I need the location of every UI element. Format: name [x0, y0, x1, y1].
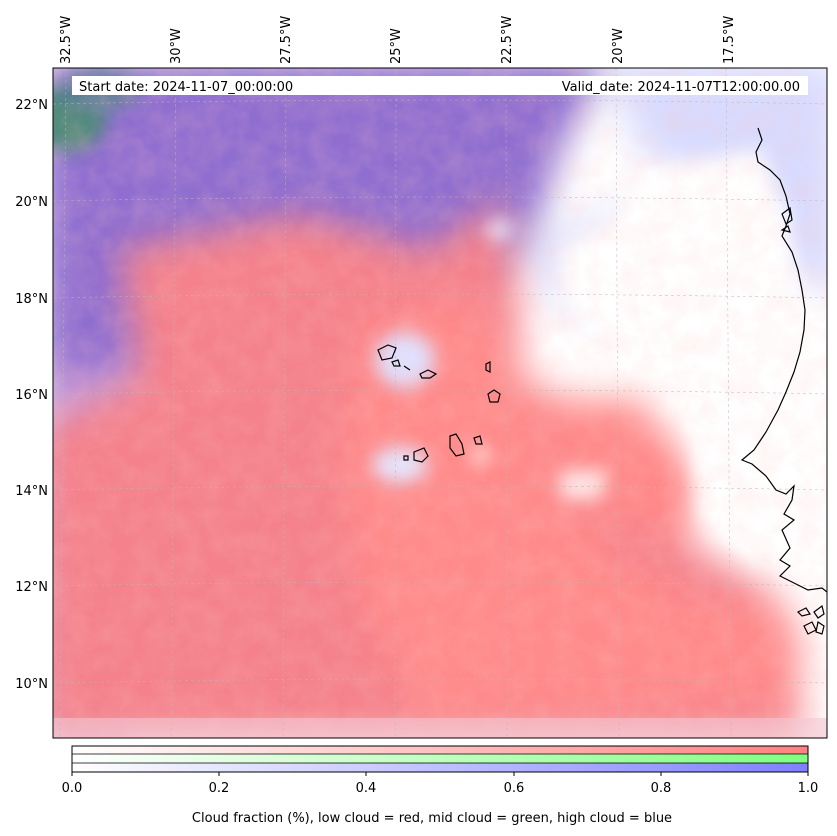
valid-date-label: Valid_date: 2024-11-07T12:00:00.00	[562, 80, 800, 95]
colorbar-caption: Cloud fraction (%), low cloud = red, mid…	[192, 811, 672, 826]
lon-label-3: 25°W	[389, 28, 404, 64]
colorbar-mid-cloud	[72, 754, 808, 763]
lon-label-1: 30°W	[169, 28, 184, 64]
latitude-tick-labels: 22°N 20°N 18°N 16°N 14°N 12°N 10°N	[15, 98, 48, 692]
lat-label-4: 14°N	[15, 484, 48, 499]
colorbar-high-cloud	[72, 763, 808, 772]
start-date-label: Start date: 2024-11-07_00:00:00	[79, 80, 293, 95]
lat-label-1: 20°N	[15, 195, 48, 210]
longitude-tick-labels: 32.5°W 30°W 27.5°W 25°W 22.5°W 20°W 17.5…	[59, 16, 737, 64]
lat-label-0: 22°N	[15, 98, 48, 113]
date-info-box	[72, 76, 808, 95]
lat-label-3: 16°N	[15, 388, 48, 403]
colorbar-frame	[71, 745, 809, 773]
graticule	[53, 68, 827, 738]
lon-label-0: 32.5°W	[59, 16, 74, 64]
colorbar-tick-3: 0.6	[504, 781, 525, 796]
lon-label-4: 22.5°W	[500, 16, 515, 64]
colorbar-tick-2: 0.4	[356, 781, 377, 796]
lon-label-2: 27.5°W	[279, 16, 294, 64]
lat-label-6: 10°N	[15, 677, 48, 692]
lat-label-2: 18°N	[15, 292, 48, 307]
colorbar-tick-5: 1.0	[798, 781, 819, 796]
colorbar-low-cloud	[72, 746, 808, 754]
coastlines	[377, 127, 827, 635]
colorbar-tick-1: 0.2	[209, 781, 230, 796]
lat-label-5: 12°N	[15, 580, 48, 595]
colorbar: 0.0 0.2 0.4 0.6 0.8 1.0 Cloud fraction (…	[62, 745, 819, 826]
colorbar-tick-4: 0.8	[651, 781, 672, 796]
map-frame	[52, 67, 828, 739]
cloud-field	[53, 68, 827, 738]
lon-label-5: 20°W	[611, 28, 626, 64]
colorbar-tick-0: 0.0	[62, 781, 83, 796]
lon-label-6: 17.5°W	[722, 16, 737, 64]
